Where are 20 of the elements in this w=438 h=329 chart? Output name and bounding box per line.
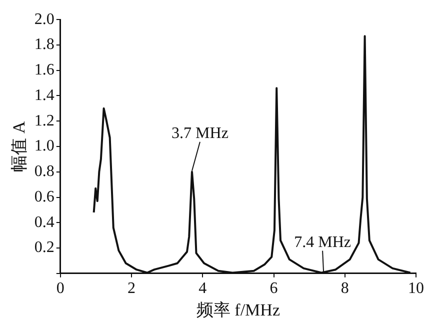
y-tick-label: 1.6 <box>34 62 54 79</box>
y-tick-label: 1.2 <box>34 112 54 130</box>
x-tick-label: 2 <box>128 280 136 298</box>
annotation: 7.4 MHz <box>294 234 351 251</box>
y-tick-label: 0.6 <box>34 188 54 206</box>
y-tick-label: 1.0 <box>34 138 54 155</box>
y-tick-label: 0.4 <box>34 214 54 231</box>
y-tick-label: 0.2 <box>34 239 54 256</box>
x-axis-title: 频率 f/MHz <box>196 300 280 320</box>
y-axis-title: 幅值 A <box>10 120 29 172</box>
annotation: 3.7 MHz <box>172 125 228 142</box>
y-tick-label: 1.4 <box>34 86 54 104</box>
x-tick-label: 0 <box>56 280 64 298</box>
x-tick-label: 6 <box>270 280 278 298</box>
y-tick-label: 0.8 <box>34 163 54 180</box>
x-tick-label: 4 <box>198 280 207 298</box>
x-tick-label: 8 <box>340 280 349 298</box>
x-tick-label: 10 <box>408 280 424 298</box>
y-tick-label: 2.0 <box>34 10 54 28</box>
y-tick-label: 1.8 <box>34 36 54 54</box>
